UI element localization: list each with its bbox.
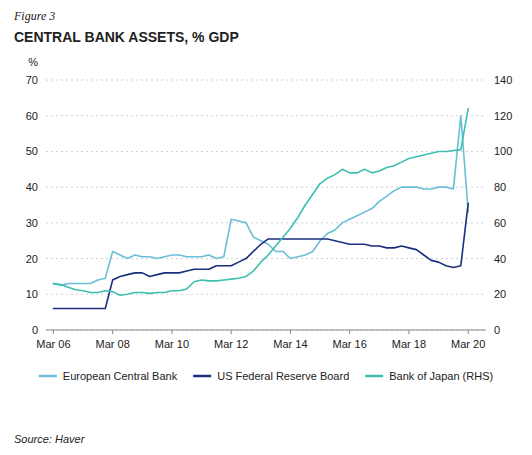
y2-tick-label: 20 xyxy=(494,288,506,300)
x-tick-label: Mar 06 xyxy=(36,338,70,350)
legend-swatch xyxy=(193,375,211,378)
grid-line xyxy=(46,330,486,331)
legend-label: US Federal Reserve Board xyxy=(217,370,349,382)
series-line xyxy=(53,109,468,296)
x-tick xyxy=(290,330,291,334)
x-tick xyxy=(468,330,469,334)
y-tick-label: 20 xyxy=(26,253,38,265)
figure-label: Figure 3 xyxy=(13,9,55,23)
y2-tick-label: 100 xyxy=(494,145,512,157)
legend: European Central Bank US Federal Reserve … xyxy=(39,370,493,382)
legend-item: Bank of Japan (RHS) xyxy=(365,370,493,382)
y2-tick-label: 80 xyxy=(494,181,506,193)
y2-tick-label: 60 xyxy=(494,217,506,229)
x-tick xyxy=(231,330,232,334)
legend-swatch xyxy=(365,375,383,378)
x-tick-label: Mar 14 xyxy=(273,338,307,350)
y-tick-label: 30 xyxy=(26,217,38,229)
grid-line xyxy=(46,80,486,81)
legend-label: Bank of Japan (RHS) xyxy=(389,370,493,382)
y-tick-label: 10 xyxy=(26,288,38,300)
grid-line xyxy=(46,222,486,223)
y-tick-label: 0 xyxy=(32,324,38,336)
source-note: Source: Haver xyxy=(14,433,86,445)
x-tick xyxy=(408,330,409,334)
x-tick-label: Mar 10 xyxy=(155,338,189,350)
legend-item: US Federal Reserve Board xyxy=(193,370,349,382)
x-tick-label: Mar 18 xyxy=(392,338,426,350)
chart-container: Figure 3 CENTRAL BANK ASSETS, % GDP Source… xyxy=(0,0,532,455)
x-tick-label: Mar 16 xyxy=(333,338,367,350)
series-group xyxy=(53,109,468,309)
y-tick-label: 70 xyxy=(26,74,38,86)
y2-tick-label: 0 xyxy=(494,324,500,336)
x-tick-label: Mar 08 xyxy=(96,338,130,350)
x-axis-line xyxy=(46,330,486,331)
y-tick-label: 60 xyxy=(26,110,38,122)
y-tick-label: 40 xyxy=(26,181,38,193)
x-tick xyxy=(171,330,172,334)
grid-line xyxy=(46,294,486,295)
x-tick xyxy=(112,330,113,334)
y2-tick-label: 120 xyxy=(494,110,512,122)
series-line xyxy=(53,116,468,286)
y2-tick-label: 40 xyxy=(494,253,506,265)
legend-label: European Central Bank xyxy=(63,370,178,382)
grid-line xyxy=(46,151,486,152)
x-tick-label: Mar 12 xyxy=(214,338,248,350)
x-tick-label: Mar 20 xyxy=(451,338,485,350)
x-tick xyxy=(53,330,54,334)
y2-tick-label: 140 xyxy=(494,74,512,86)
legend-swatch xyxy=(39,375,57,378)
y-axis-label: % xyxy=(28,56,38,68)
legend-item: European Central Bank xyxy=(39,370,178,382)
chart-svg: Figure 3 CENTRAL BANK ASSETS, % GDP Source… xyxy=(0,0,532,455)
grid-line xyxy=(46,115,486,116)
y-tick-label: 50 xyxy=(26,145,38,157)
grid xyxy=(46,80,486,330)
title: CENTRAL BANK ASSETS, % GDP xyxy=(14,29,239,45)
x-tick xyxy=(349,330,350,334)
